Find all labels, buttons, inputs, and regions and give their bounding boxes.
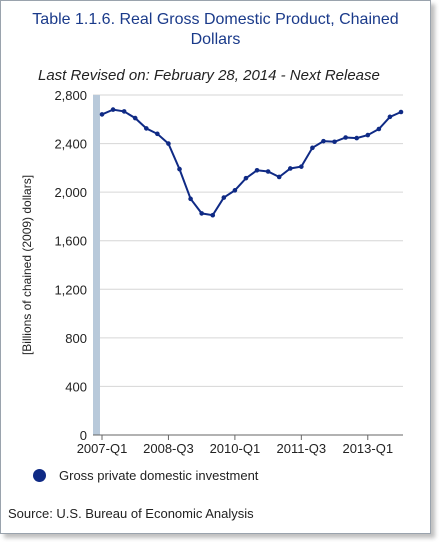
data-point[interactable] xyxy=(287,166,293,171)
y-tick-label: 400 xyxy=(65,379,87,394)
line-chart: 0 400 800 1,200 1,600 2,000 2,400 2,800 2007-Q1… xyxy=(20,88,404,456)
chart-panel: Table 1.1.6. Real Gross Domestic Product… xyxy=(0,0,431,534)
data-point[interactable] xyxy=(110,107,116,112)
data-points xyxy=(99,107,404,218)
chart-title-line1: Table 1.1.6. Real Gross Domestic Product… xyxy=(32,11,399,28)
data-point[interactable] xyxy=(398,109,404,115)
y-tick-label: 0 xyxy=(80,428,87,443)
data-point[interactable] xyxy=(354,135,360,141)
y-tick-label: 2,800 xyxy=(54,88,87,103)
source-note: Source: U.S. Bureau of Economic Analysis xyxy=(8,506,254,521)
y-axis-label: [Billions of chained (2009) dollars] xyxy=(20,175,34,355)
data-point[interactable] xyxy=(299,164,304,169)
y-tick-label: 2,000 xyxy=(54,185,87,200)
data-point[interactable] xyxy=(232,188,238,193)
chart-title: Table 1.1.6. Real Gross Domestic Product… xyxy=(1,10,430,50)
y-tick-label: 2,400 xyxy=(54,137,87,152)
data-point[interactable] xyxy=(376,126,382,132)
data-point[interactable] xyxy=(332,139,337,145)
data-point[interactable] xyxy=(254,167,260,173)
data-point[interactable] xyxy=(210,212,216,218)
data-point[interactable] xyxy=(155,131,160,137)
data-point[interactable] xyxy=(132,115,138,121)
data-point[interactable] xyxy=(221,195,227,200)
data-point[interactable] xyxy=(99,112,105,117)
data-point[interactable] xyxy=(166,141,171,146)
data-point[interactable] xyxy=(365,132,371,138)
legend-label: Gross private domestic investment xyxy=(59,468,259,483)
y-tick-label: 800 xyxy=(65,331,87,346)
data-point[interactable] xyxy=(343,135,348,140)
x-tick-label: 2010-Q1 xyxy=(210,441,261,456)
gridlines xyxy=(93,94,403,387)
data-point[interactable] xyxy=(177,166,182,172)
y-tick-labels: 0 400 800 1,200 1,600 2,000 2,400 2,800 xyxy=(54,88,87,443)
data-point[interactable] xyxy=(121,109,127,114)
x-tick-label: 2013-Q1 xyxy=(342,441,393,456)
series-line-gross-private-domestic-investment xyxy=(101,108,402,217)
legend: Gross private domestic investment xyxy=(33,468,258,483)
data-point[interactable] xyxy=(188,196,193,202)
data-point[interactable] xyxy=(310,145,315,151)
y-tick-label: 1,600 xyxy=(54,234,87,249)
chart-title-line2: Dollars xyxy=(190,31,241,48)
data-point[interactable] xyxy=(276,174,282,180)
data-point[interactable] xyxy=(143,126,149,131)
y-tick-label: 1,200 xyxy=(54,282,87,297)
x-tick-label: 2008-Q3 xyxy=(143,441,194,456)
revision-note: Last Revised on: February 28, 2014 - Nex… xyxy=(38,67,380,84)
legend-marker-icon xyxy=(33,469,46,482)
data-point[interactable] xyxy=(387,114,393,120)
data-point[interactable] xyxy=(243,175,249,181)
data-point[interactable] xyxy=(265,169,271,174)
x-tick-label: 2007-Q1 xyxy=(77,441,128,456)
data-point[interactable] xyxy=(321,138,326,144)
y-axis-band xyxy=(93,95,100,435)
x-tick-label: 2011-Q3 xyxy=(277,441,327,456)
data-point[interactable] xyxy=(199,211,204,216)
x-tick-labels: 2007-Q1 2008-Q3 2010-Q1 2011-Q3 2013-Q1 xyxy=(77,435,393,456)
